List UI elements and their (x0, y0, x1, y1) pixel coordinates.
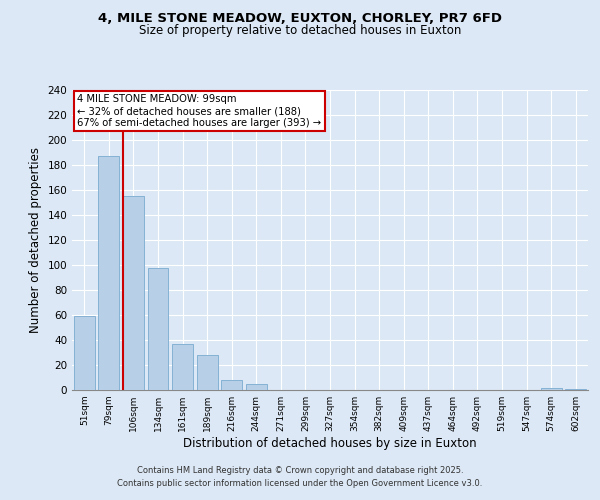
Text: 4, MILE STONE MEADOW, EUXTON, CHORLEY, PR7 6FD: 4, MILE STONE MEADOW, EUXTON, CHORLEY, P… (98, 12, 502, 26)
Bar (541, 388, 562, 390)
Bar (98, 156, 119, 390)
Text: Size of property relative to detached houses in Euxton: Size of property relative to detached ho… (139, 24, 461, 37)
Bar (172, 344, 193, 390)
Bar (221, 380, 242, 390)
Bar (246, 384, 267, 390)
Y-axis label: Number of detached properties: Number of detached properties (29, 147, 42, 333)
Bar (148, 268, 169, 390)
Bar (74, 316, 95, 390)
Text: Contains HM Land Registry data © Crown copyright and database right 2025.
Contai: Contains HM Land Registry data © Crown c… (118, 466, 482, 487)
Bar (123, 196, 144, 390)
Bar (197, 355, 218, 390)
X-axis label: Distribution of detached houses by size in Euxton: Distribution of detached houses by size … (183, 437, 477, 450)
Bar (565, 389, 586, 390)
Text: 4 MILE STONE MEADOW: 99sqm
← 32% of detached houses are smaller (188)
67% of sem: 4 MILE STONE MEADOW: 99sqm ← 32% of deta… (77, 94, 321, 128)
